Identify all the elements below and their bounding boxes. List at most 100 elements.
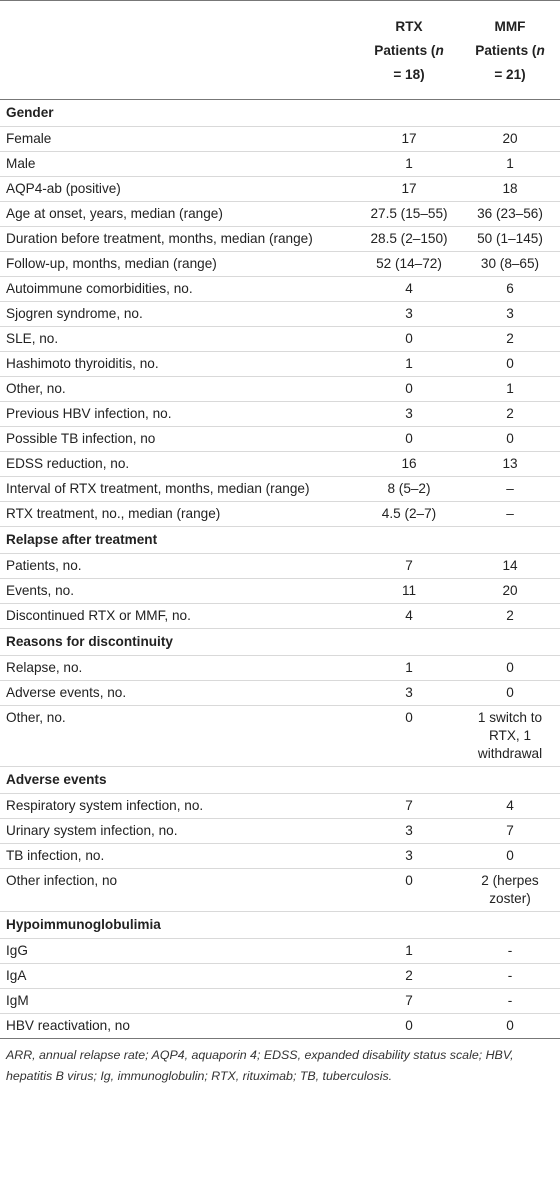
header-mmf-line3: = 21): [494, 67, 526, 82]
mmf-value: 6: [506, 281, 514, 296]
rtx-value: 0: [405, 1018, 413, 1033]
table-row: TB infection, no. 3 0: [0, 844, 560, 869]
table-row: HBV reactivation, no 0 0: [0, 1014, 560, 1039]
table-row: Other, no. 0 1: [0, 377, 560, 402]
row-label: RTX treatment, no., median (range): [6, 506, 221, 521]
mmf-value: -: [507, 993, 513, 1008]
row-label: AQP4-ab (positive): [6, 181, 121, 196]
rtx-value: 3: [405, 306, 413, 321]
table-row: Age at onset, years, median (range) 27.5 …: [0, 202, 560, 227]
row-label: Previous HBV infection, no.: [6, 406, 172, 421]
row-label: Hashimoto thyroiditis, no.: [6, 356, 159, 371]
table-row: Interval of RTX treatment, months, media…: [0, 477, 560, 502]
rtx-value: 52 (14–72): [376, 256, 442, 271]
row-label: Age at onset, years, median (range): [6, 206, 223, 221]
row-label: Female: [6, 131, 52, 146]
rtx-value: 16: [401, 456, 417, 471]
header-mmf-line2: Patients (n: [475, 43, 545, 58]
mmf-value: 36 (23–56): [477, 206, 543, 221]
section-header-row: Gender: [0, 100, 560, 127]
table-row: SLE, no. 0 2: [0, 327, 560, 352]
n-symbol: n: [536, 43, 545, 58]
mmf-value: 4: [506, 798, 514, 813]
row-label: Male: [6, 156, 36, 171]
mmf-value: 14: [502, 558, 518, 573]
mmf-value: 20: [502, 131, 518, 146]
table-row: IgG 1 -: [0, 939, 560, 964]
section-title: Adverse events: [6, 772, 107, 787]
row-label: Interval of RTX treatment, months, media…: [6, 481, 310, 496]
rtx-value: 4: [405, 281, 413, 296]
table-row: EDSS reduction, no. 16 13: [0, 452, 560, 477]
row-label: HBV reactivation, no: [6, 1018, 130, 1033]
mmf-value: 7: [506, 823, 514, 838]
header-mmf-line1: MMF: [494, 19, 526, 34]
mmf-value: 0: [506, 685, 514, 700]
mmf-value: -: [507, 943, 513, 958]
n-symbol: n: [435, 43, 444, 58]
rtx-value: 0: [405, 873, 413, 888]
rtx-value: 0: [405, 710, 413, 725]
table-row: Urinary system infection, no. 3 7: [0, 819, 560, 844]
mmf-value: –: [506, 506, 514, 521]
section-header-row: Reasons for discontinuity: [0, 629, 560, 656]
header-rtx-line2: Patients (n: [374, 43, 444, 58]
rtx-value: 27.5 (15–55): [370, 206, 448, 221]
rtx-value: 8 (5–2): [387, 481, 431, 496]
rtx-value: 0: [405, 381, 413, 396]
row-label: Other, no.: [6, 381, 66, 396]
rtx-value: 3: [405, 685, 413, 700]
row-label: Duration before treatment, months, media…: [6, 231, 313, 246]
table-row: Other infection, no 0 2 (herpes zoster): [0, 869, 560, 912]
table-row: Male 1 1: [0, 152, 560, 177]
mmf-value: 0: [506, 848, 514, 863]
rtx-value: 4.5 (2–7): [381, 506, 437, 521]
mmf-value: 2: [506, 406, 514, 421]
table-row: Female 17 20: [0, 127, 560, 152]
row-label: Adverse events, no.: [6, 685, 127, 700]
section-header-row: Adverse events: [0, 767, 560, 794]
table-row: Patients, no. 7 14: [0, 554, 560, 579]
table-row: Sjogren syndrome, no. 3 3: [0, 302, 560, 327]
patient-characteristics-table: RTX Patients (n = 18) MMF Patients (n = …: [0, 0, 560, 1039]
row-label: Other infection, no: [6, 873, 118, 888]
mmf-value: 2: [506, 608, 514, 623]
rtx-value: 2: [405, 968, 413, 983]
mmf-value: –: [506, 481, 514, 496]
row-label: Patients, no.: [6, 558, 82, 573]
table-container: RTX Patients (n = 18) MMF Patients (n = …: [0, 0, 560, 1083]
row-label: Relapse, no.: [6, 660, 83, 675]
rtx-value: 17: [401, 181, 417, 196]
table-row: Other, no. 0 1 switch to RTX, 1 withdrawal: [0, 706, 560, 767]
row-label: IgM: [6, 993, 29, 1008]
rtx-value: 7: [405, 993, 413, 1008]
mmf-value: 50 (1–145): [477, 231, 543, 246]
mmf-value: 2: [506, 331, 514, 346]
row-label: Other, no.: [6, 710, 66, 725]
rtx-value: 11: [401, 583, 417, 598]
row-label: EDSS reduction, no.: [6, 456, 130, 471]
section-title: Hypoimmunoglobulimia: [6, 917, 161, 932]
table-row: Autoimmune comorbidities, no. 4 6: [0, 277, 560, 302]
row-label: IgA: [6, 968, 27, 983]
row-label: TB infection, no.: [6, 848, 105, 863]
mmf-value: 0: [506, 356, 514, 371]
row-label: Possible TB infection, no: [6, 431, 156, 446]
row-label: Discontinued RTX or MMF, no.: [6, 608, 191, 623]
mmf-value: 2 (herpes zoster): [481, 873, 539, 906]
mmf-value: 1 switch to RTX, 1 withdrawal: [477, 710, 543, 761]
table-row: Duration before treatment, months, media…: [0, 227, 560, 252]
mmf-value: 1: [506, 156, 514, 171]
row-label: SLE, no.: [6, 331, 59, 346]
table-row: Adverse events, no. 3 0: [0, 681, 560, 706]
row-label: Urinary system infection, no.: [6, 823, 178, 838]
header-empty-cell: [0, 1, 358, 100]
row-label: Autoimmune comorbidities, no.: [6, 281, 193, 296]
rtx-value: 7: [405, 558, 413, 573]
row-label: Sjogren syndrome, no.: [6, 306, 143, 321]
mmf-value: 3: [506, 306, 514, 321]
mmf-value: 13: [502, 456, 518, 471]
mmf-value: 0: [506, 431, 514, 446]
table-row: Events, no. 11 20: [0, 579, 560, 604]
rtx-value: 3: [405, 406, 413, 421]
